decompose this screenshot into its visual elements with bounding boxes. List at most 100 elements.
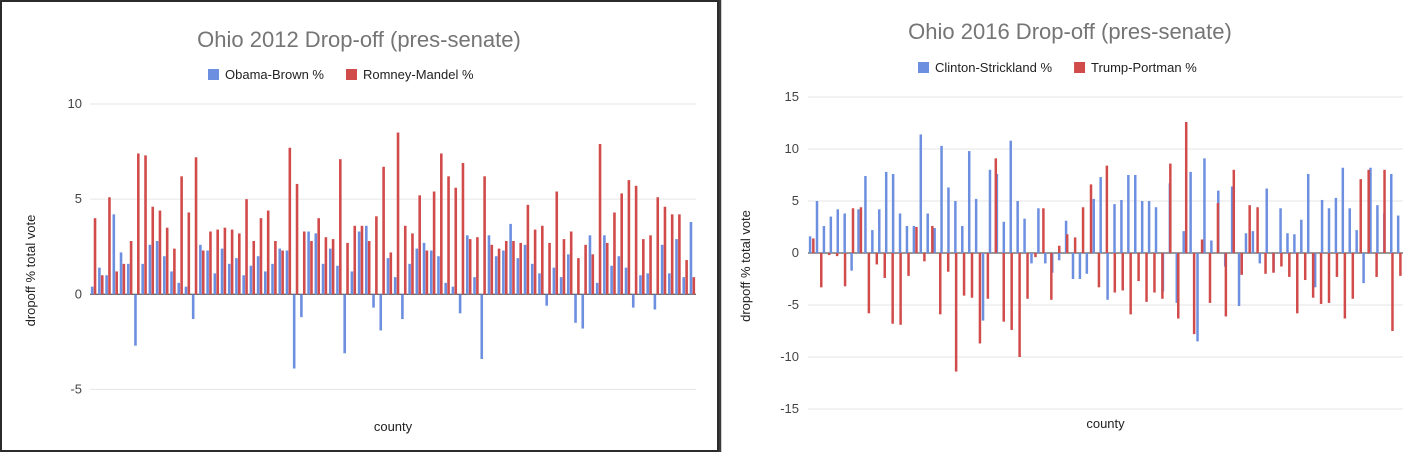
bar-series1 bbox=[1092, 198, 1095, 253]
bar-series1 bbox=[1009, 140, 1012, 253]
bar-series1 bbox=[516, 258, 520, 295]
bar-series1 bbox=[415, 248, 419, 295]
bar-series1 bbox=[98, 267, 101, 295]
bar-series1 bbox=[1306, 173, 1310, 253]
legend-swatch-2 bbox=[345, 69, 357, 80]
bar-series2 bbox=[670, 214, 674, 295]
bar-series2 bbox=[360, 225, 364, 295]
bar-series1 bbox=[191, 294, 195, 320]
bar-series2 bbox=[584, 244, 587, 295]
bar-series2 bbox=[931, 225, 934, 253]
bar-series2 bbox=[1399, 253, 1402, 276]
bar-series1 bbox=[884, 171, 888, 253]
bar-series2 bbox=[1145, 253, 1148, 302]
bar-series2 bbox=[216, 229, 219, 295]
bar-series1 bbox=[581, 294, 585, 329]
bar-series1 bbox=[1327, 208, 1331, 253]
bar-series1 bbox=[1147, 201, 1151, 253]
bar-series1 bbox=[559, 277, 563, 295]
bar-series1 bbox=[1369, 167, 1372, 253]
bar-series1 bbox=[1279, 208, 1282, 253]
bar-series1 bbox=[891, 173, 895, 253]
bar-series1 bbox=[1120, 199, 1123, 253]
bar-series1 bbox=[631, 294, 635, 308]
bar-series1 bbox=[815, 201, 819, 253]
bar-series1 bbox=[1293, 234, 1296, 253]
bar-series2 bbox=[1018, 253, 1021, 357]
legend-label-1: Clinton-Strickland % bbox=[935, 60, 1052, 75]
y-tick-label: -10 bbox=[780, 349, 799, 364]
bar-series1 bbox=[148, 244, 152, 295]
bar-series1 bbox=[314, 233, 318, 295]
bar-series1 bbox=[1196, 253, 1199, 342]
bar-series1 bbox=[954, 201, 957, 253]
bar-series2 bbox=[382, 166, 385, 295]
bar-series2 bbox=[1153, 253, 1156, 293]
bar-series1 bbox=[494, 256, 498, 295]
bar-series2 bbox=[875, 253, 879, 265]
bar-series1 bbox=[668, 273, 671, 295]
bar-series1 bbox=[105, 275, 108, 295]
bar-series1 bbox=[429, 250, 433, 295]
bar-series1 bbox=[509, 223, 512, 295]
bar-series1 bbox=[574, 294, 577, 323]
bar-series1 bbox=[689, 221, 693, 295]
bar-series1 bbox=[372, 294, 375, 308]
bar-series1 bbox=[321, 263, 325, 295]
bar-series2 bbox=[835, 253, 839, 257]
bar-series2 bbox=[122, 263, 126, 295]
bar-series1 bbox=[1016, 201, 1019, 253]
bar-series1 bbox=[850, 253, 853, 271]
legend-swatch-2 bbox=[1074, 62, 1086, 73]
bar-series1 bbox=[538, 273, 541, 295]
bar-series1 bbox=[961, 225, 964, 253]
bar-series2 bbox=[1296, 253, 1299, 314]
bar-series1 bbox=[974, 198, 978, 253]
bar-series1 bbox=[242, 275, 245, 295]
bar-series2 bbox=[302, 231, 306, 295]
bar-series1 bbox=[617, 256, 621, 295]
bar-series1 bbox=[829, 216, 833, 253]
bar-series1 bbox=[264, 271, 267, 295]
bar-series2 bbox=[93, 218, 97, 295]
bar-series2 bbox=[512, 241, 515, 295]
bar-series1 bbox=[365, 225, 368, 295]
bar-series2 bbox=[1097, 253, 1101, 288]
bar-series1 bbox=[300, 294, 303, 318]
bar-series2 bbox=[923, 253, 926, 262]
bar-series2 bbox=[1343, 253, 1347, 319]
bar-series1 bbox=[126, 263, 130, 295]
bar-series2 bbox=[1169, 163, 1172, 253]
bar-series1 bbox=[278, 248, 282, 295]
bar-series1 bbox=[1210, 240, 1213, 253]
bar-series1 bbox=[843, 213, 846, 253]
bar-series2 bbox=[324, 237, 328, 295]
bar-series1 bbox=[624, 267, 628, 295]
bar-series2 bbox=[1184, 121, 1188, 254]
bar-series2 bbox=[201, 250, 205, 295]
bar-series1 bbox=[422, 242, 426, 295]
bar-series2 bbox=[1034, 253, 1037, 258]
bar-series1 bbox=[227, 263, 231, 295]
bar-series2 bbox=[418, 195, 421, 295]
bar-series2 bbox=[1161, 253, 1164, 299]
bar-series1 bbox=[1078, 253, 1082, 279]
bar-series1 bbox=[1037, 208, 1040, 253]
bar-series2 bbox=[1200, 239, 1204, 253]
bar-series2 bbox=[1050, 253, 1053, 300]
bar-series2 bbox=[820, 253, 823, 288]
y-tick-label: -5 bbox=[70, 381, 82, 396]
bar-series2 bbox=[634, 185, 638, 295]
bar-series2 bbox=[620, 193, 623, 295]
bar-series2 bbox=[165, 227, 169, 295]
bar-series1 bbox=[1140, 201, 1144, 253]
bar-series1 bbox=[408, 263, 411, 295]
bar-series2 bbox=[476, 237, 479, 295]
bar-series2 bbox=[367, 241, 371, 295]
bar-series1 bbox=[1230, 186, 1234, 253]
bar-series2 bbox=[259, 218, 263, 295]
bar-series1 bbox=[1376, 205, 1379, 253]
bar-series1 bbox=[307, 231, 310, 295]
y-axis-label: dropoff % total vote bbox=[738, 210, 753, 322]
bar-series1 bbox=[1113, 204, 1116, 253]
